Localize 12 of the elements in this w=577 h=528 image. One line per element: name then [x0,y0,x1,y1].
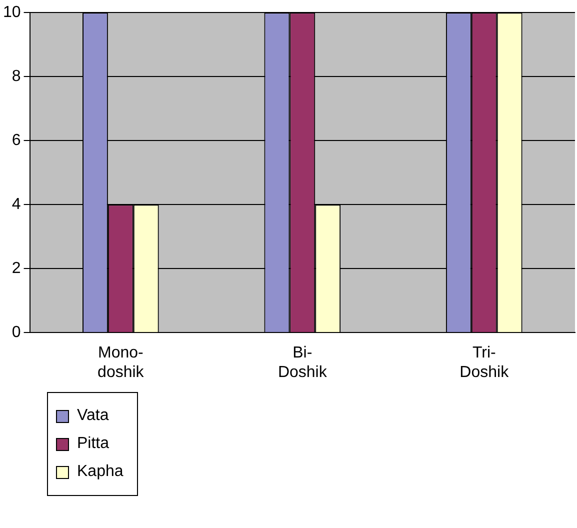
y-tick-label: 8 [12,68,21,86]
y-tick-label: 6 [12,132,21,150]
y-tick-label: 0 [12,324,21,342]
y-tick-label: 4 [12,196,21,214]
legend-label: Vata [77,407,109,425]
x-tick-label: Bi-Doshik [278,344,328,381]
x-tick-label: Tri-Doshik [460,344,510,381]
legend-label: Pitta [77,435,110,453]
y-tick-label: 2 [12,260,21,278]
y-tick-label: 10 [3,4,21,22]
x-tick-label: Mono-doshik [98,344,145,381]
legend-label: Kapha [77,463,124,481]
